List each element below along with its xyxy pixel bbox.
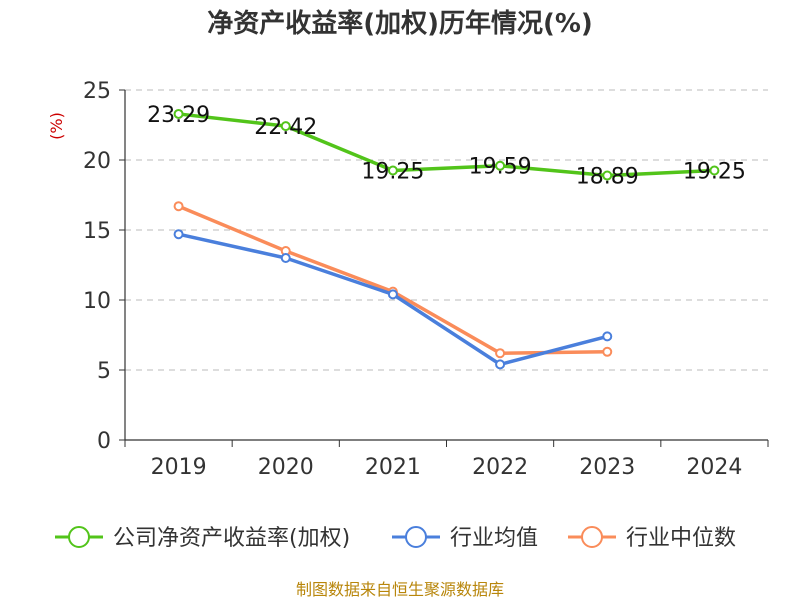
data-label: 18.89 — [576, 165, 639, 190]
data-point[interactable] — [387, 289, 398, 300]
legend[interactable]: 公司净资产收益率(加权) 行业均值 行业中位数 — [55, 526, 736, 551]
series-lines — [173, 108, 720, 370]
legend-marker-icon — [405, 526, 427, 548]
x-tick-label: 2020 — [258, 455, 314, 480]
y-tick-label: 25 — [83, 79, 111, 104]
data-labels: 23.29 22.42 19.25 19.59 18.89 19.25 — [147, 103, 746, 190]
data-point[interactable] — [602, 346, 613, 357]
y-tick-label: 0 — [97, 429, 111, 454]
legend-label: 行业中位数 — [626, 526, 736, 551]
data-point[interactable] — [173, 108, 184, 119]
data-point[interactable] — [495, 348, 506, 359]
data-point[interactable] — [173, 201, 184, 212]
legend-label: 行业均值 — [450, 526, 538, 551]
legend-item[interactable]: 行业均值 — [392, 526, 538, 551]
data-point[interactable] — [280, 121, 291, 132]
y-tick-label: 5 — [97, 359, 111, 384]
y-axis-unit: (%) — [47, 112, 66, 140]
legend-label: 公司净资产收益率(加权) — [113, 526, 350, 551]
chart-title: 净资产收益率(加权)历年情况(%) — [207, 8, 593, 39]
data-point[interactable] — [387, 165, 398, 176]
data-point[interactable] — [709, 165, 720, 176]
series-0 — [173, 108, 720, 181]
series-line — [177, 204, 608, 355]
x-tick-label: 2019 — [151, 455, 207, 480]
x-tick-label: 2021 — [365, 455, 421, 480]
legend-marker-icon — [68, 526, 90, 548]
source-note: 制图数据来自恒生聚源数据库 — [296, 580, 504, 599]
data-point[interactable] — [280, 253, 291, 263]
data-label: 19.25 — [683, 160, 746, 185]
data-label: 23.29 — [147, 103, 210, 128]
legend-marker-icon — [581, 526, 603, 548]
data-point[interactable] — [173, 229, 184, 240]
data-point[interactable] — [495, 359, 506, 370]
data-label: 22.42 — [254, 115, 317, 140]
x-tick-label: 2024 — [686, 455, 742, 480]
legend-item[interactable]: 行业中位数 — [568, 526, 736, 551]
grid-lines — [125, 89, 768, 371]
data-point[interactable] — [602, 331, 613, 342]
data-label: 19.59 — [469, 155, 532, 180]
axes: 0 5 10 15 20 25 2019 2020 2021 2022 2023 2024 — [83, 79, 769, 480]
y-tick-label: 10 — [83, 289, 111, 314]
y-tick-label: 15 — [83, 219, 111, 244]
legend-item[interactable]: 公司净资产收益率(加权) — [55, 526, 350, 551]
data-point[interactable] — [495, 160, 506, 171]
series-1 — [173, 229, 613, 370]
x-tick-label: 2023 — [579, 455, 635, 480]
y-tick-label: 20 — [83, 149, 111, 174]
data-point[interactable] — [602, 170, 613, 181]
series-2 — [173, 201, 613, 359]
series-line — [178, 112, 715, 178]
data-label: 19.25 — [361, 160, 424, 185]
x-tick-label: 2022 — [472, 455, 528, 480]
